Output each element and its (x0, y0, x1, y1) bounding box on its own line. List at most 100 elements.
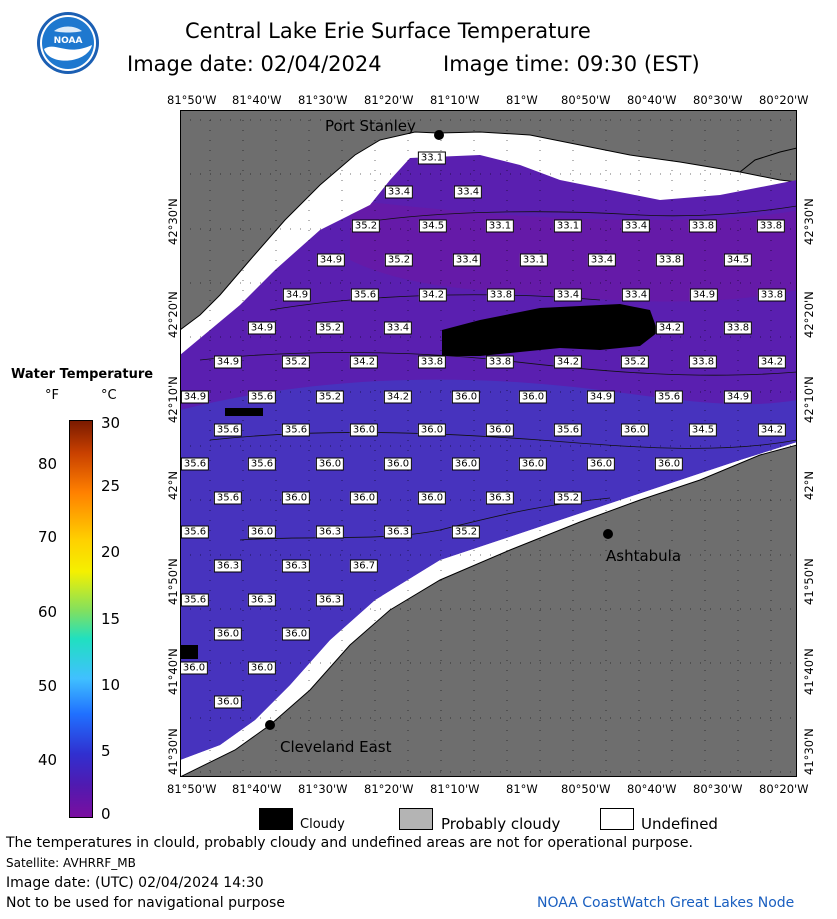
city-marker-port-stanley (434, 130, 444, 140)
temp-label: 34.2 (418, 288, 448, 302)
temp-label: 36.3 (383, 525, 413, 539)
svg-text:NOAA: NOAA (54, 36, 83, 46)
lat-label-left: 41°50'N (166, 558, 180, 605)
temp-label: 36.3 (315, 593, 345, 607)
footer-satellite: Satellite: AVHRRF_MB (6, 856, 136, 870)
lon-label-bottom: 81°10'W (430, 782, 480, 796)
c-tick: 25 (101, 477, 121, 495)
temp-label: 36.0 (451, 390, 481, 404)
temp-label: 33.4 (553, 288, 583, 302)
temp-label: 36.0 (349, 423, 379, 437)
legend-label-probably-cloudy: Probably cloudy (441, 815, 561, 833)
temp-label: 36.0 (349, 491, 379, 505)
legend-label-undefined: Undefined (641, 815, 718, 833)
temp-label: 35.6 (180, 593, 210, 607)
image-date: Image date: 02/04/2024 (127, 52, 382, 76)
temp-label: 35.6 (213, 423, 243, 437)
temp-label: 34.9 (723, 390, 753, 404)
temp-label: 33.1 (417, 151, 447, 165)
temp-label: 36.0 (620, 423, 650, 437)
temp-label: 35.2 (315, 321, 345, 335)
temp-label: 33.1 (519, 253, 549, 267)
temp-label: 33.4 (453, 185, 483, 199)
temp-label: 33.8 (655, 253, 685, 267)
temp-label: 33.8 (756, 219, 786, 233)
temp-label: 33.4 (587, 253, 617, 267)
temp-label: 35.2 (451, 525, 481, 539)
lon-label-top: 80°40'W (627, 93, 677, 107)
lat-label-right: 42°10'N (802, 376, 816, 423)
temp-label: 35.6 (553, 423, 583, 437)
temp-label: 36.0 (451, 457, 481, 471)
city-label-cleveland-east: Cleveland East (280, 738, 392, 756)
temp-label: 34.9 (586, 390, 616, 404)
temp-label: 34.9 (247, 321, 277, 335)
lon-label-top: 81°50'W (167, 93, 217, 107)
temp-label: 33.8 (486, 288, 516, 302)
cloud-patch (225, 408, 263, 416)
lon-label-top: 81°30'W (298, 93, 348, 107)
temp-label: 34.2 (553, 355, 583, 369)
noaa-logo: NOAA (36, 11, 100, 75)
temp-label: 35.6 (281, 423, 311, 437)
cloud-patch (442, 304, 658, 356)
temp-label: 34.9 (213, 355, 243, 369)
temp-label: 33.8 (757, 288, 787, 302)
temp-label: 36.7 (349, 559, 379, 573)
c-tick: 15 (101, 610, 121, 628)
colorbar-unit-f: °F (45, 388, 59, 403)
lon-label-bottom: 80°40'W (627, 782, 677, 796)
lon-label-top: 81°20'W (364, 93, 414, 107)
lon-label-top: 80°50'W (561, 93, 611, 107)
city-marker-cleveland-east (265, 720, 275, 730)
lon-label-top: 81°W (506, 93, 538, 107)
temp-label: 35.6 (247, 390, 277, 404)
temp-label: 36.3 (247, 593, 277, 607)
lat-label-left: 42°30'N (166, 198, 180, 245)
temp-label: 36.0 (417, 423, 447, 437)
temp-label: 33.4 (383, 321, 413, 335)
lat-label-right: 41°30'N (802, 728, 816, 775)
temp-label: 34.5 (723, 253, 753, 267)
lat-label-right: 41°40'N (802, 648, 816, 695)
temp-label: 35.6 (247, 457, 277, 471)
colorbar-gradient (69, 420, 93, 818)
temp-label: 35.2 (620, 355, 650, 369)
c-tick: 5 (101, 742, 111, 760)
lon-label-bottom: 81°40'W (232, 782, 282, 796)
f-tick: 70 (38, 528, 58, 546)
temp-label: 35.2 (351, 219, 381, 233)
c-tick: 10 (101, 676, 121, 694)
temp-label: 36.3 (213, 559, 243, 573)
temp-label: 35.2 (553, 491, 583, 505)
image-time: Image time: 09:30 (EST) (443, 52, 700, 76)
temp-label: 34.9 (282, 288, 312, 302)
temp-label: 33.4 (384, 185, 414, 199)
temp-label: 36.0 (281, 491, 311, 505)
lon-label-bottom: 81°W (506, 782, 538, 796)
temp-label: 36.0 (247, 525, 277, 539)
temp-label: 35.2 (315, 390, 345, 404)
contour-line (379, 205, 797, 221)
temp-label: 34.2 (757, 355, 787, 369)
cloud-patch (180, 645, 198, 659)
c-tick: 20 (101, 543, 121, 561)
lat-label-left: 41°30'N (166, 728, 180, 775)
temp-label: 34.2 (757, 423, 787, 437)
f-tick: 40 (38, 751, 58, 769)
temp-label: 33.8 (417, 355, 447, 369)
c-tick: 30 (101, 414, 121, 432)
lat-label-left: 42°N (166, 471, 180, 500)
lat-label-right: 42°30'N (802, 198, 816, 245)
legend-swatch-cloudy (259, 808, 293, 830)
temp-label: 36.0 (485, 423, 515, 437)
temp-label: 36.0 (281, 627, 311, 641)
temp-label: 36.0 (315, 457, 345, 471)
temp-label: 33.8 (485, 355, 515, 369)
legend-label-cloudy: Cloudy (300, 817, 345, 832)
temp-label: 36.0 (213, 627, 243, 641)
temp-label: 35.6 (180, 457, 210, 471)
temp-label: 34.9 (689, 288, 719, 302)
temp-label: 34.5 (688, 423, 718, 437)
temp-label: 35.2 (281, 355, 311, 369)
